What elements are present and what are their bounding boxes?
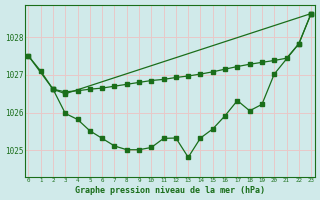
X-axis label: Graphe pression niveau de la mer (hPa): Graphe pression niveau de la mer (hPa)	[75, 186, 265, 195]
